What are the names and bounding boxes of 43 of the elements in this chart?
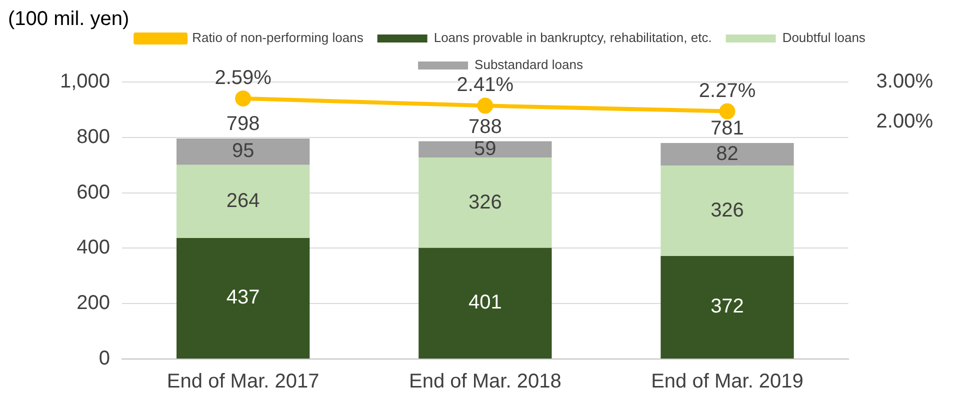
- legend-label: Substandard loans: [474, 57, 584, 72]
- data-label: 437: [226, 286, 260, 309]
- bar: [176, 164, 310, 238]
- bar: [660, 142, 794, 166]
- data-label: 2.59%: [214, 66, 272, 89]
- data-label: 2.27%: [698, 80, 756, 102]
- bar: [176, 238, 310, 358]
- legend-label: Ratio of non-performing loans: [192, 30, 364, 46]
- y-tick-label: 200: [76, 292, 110, 314]
- bar: [418, 248, 552, 358]
- legend-label: Doubtful loans: [782, 30, 866, 46]
- y-tick-label: 0: [98, 348, 110, 370]
- point: [719, 103, 736, 120]
- point: [235, 90, 252, 106]
- bar: [660, 166, 794, 256]
- data-label: 59: [474, 138, 496, 160]
- data-label: 2.41%: [456, 74, 514, 96]
- y-tick-label: 1,000: [60, 70, 110, 93]
- bar: [418, 158, 552, 248]
- total-label: 788: [468, 116, 502, 138]
- data-label: 401: [468, 292, 502, 314]
- point: [477, 98, 494, 114]
- y-tick-label: 600: [76, 181, 110, 204]
- total-label: 781: [710, 117, 744, 140]
- legend-label: Loans provable in bankruptcy, rehabilitation, etc.: [434, 30, 712, 46]
- data-label: 326: [710, 199, 744, 222]
- data-label: 82: [716, 142, 738, 165]
- bar: [418, 141, 552, 158]
- y-axis-title: (100 mil. yen): [8, 8, 130, 31]
- data-label: 326: [468, 191, 502, 214]
- x-tick-label: End of Mar. 2018: [409, 370, 562, 393]
- data-label: 264: [226, 190, 260, 212]
- y-tick-label: 800: [76, 126, 110, 148]
- data-label: 95: [232, 140, 254, 162]
- y-tick-label: 400: [76, 236, 110, 259]
- y2-tick-label: 3.00%: [876, 70, 934, 93]
- bar: [660, 256, 794, 358]
- total-label: 798: [226, 113, 260, 136]
- x-tick-label: End of Mar. 2017: [166, 370, 320, 393]
- y2-tick-label: 2.00%: [876, 110, 934, 133]
- x-tick-label: End of Mar. 2019: [651, 370, 804, 393]
- data-label: 372: [710, 296, 744, 318]
- bar: [176, 138, 310, 165]
